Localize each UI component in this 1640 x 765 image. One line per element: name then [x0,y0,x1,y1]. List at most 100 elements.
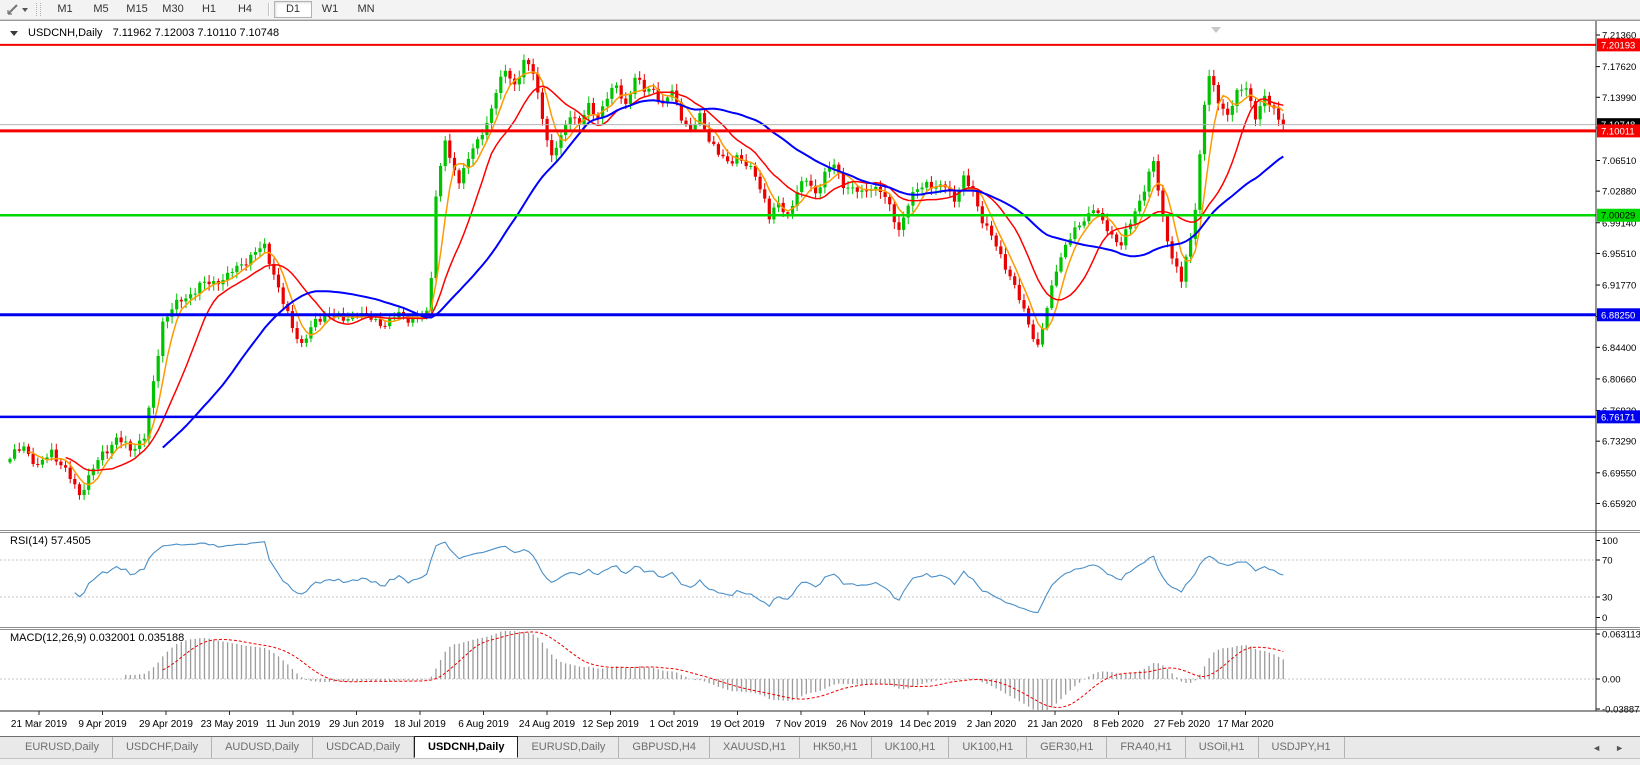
chart-tab-usoil-h1[interactable]: USOil,H1 [1186,737,1259,758]
chart-plot-background[interactable] [0,21,1640,737]
chart-tab-xauusd-h1[interactable]: XAUUSD,H1 [710,737,800,758]
svg-text:26 Nov 2019: 26 Nov 2019 [836,719,893,730]
chart-tab-audusd-daily[interactable]: AUDUSD,Daily [212,737,314,758]
fast-ma-line [28,71,1284,486]
svg-text:23 May 2019: 23 May 2019 [201,719,259,730]
svg-text:7.21360: 7.21360 [1602,31,1636,42]
toolbar-separator [268,3,269,16]
chart-tab-eurusd-daily[interactable]: EURUSD,Daily [12,737,113,758]
timeframe-button-m5[interactable]: M5 [93,3,109,15]
svg-text:6.84400: 6.84400 [1602,343,1636,354]
diagonal-tool-glyph [7,4,18,15]
time-axis-labels: 21 Mar 2019 9 Apr 2019 29 Apr 2019 23 May 2… [11,711,1274,730]
svg-text:18 Jul 2019: 18 Jul 2019 [394,719,446,730]
chart-ohlc-values: 7.11962 7.12003 7.10110 7.10748 [112,27,280,39]
timeframe-button-m30[interactable]: M30 [162,3,184,15]
svg-text:6.91770: 6.91770 [1602,281,1636,292]
tab-strip: EURUSD,Daily USDCHF,Daily AUDUSD,Daily USDC… [0,736,1640,759]
svg-text:30: 30 [1602,593,1613,604]
chart-menu-arrow-icon[interactable] [10,30,18,36]
timeframe-button-m1[interactable]: M1 [57,3,73,15]
slow-ma-line [162,99,1284,449]
chart-tab-eurusd-daily[interactable]: EURUSD,Daily [518,737,620,758]
toolbar-grip[interactable] [36,3,41,16]
svg-text:7.17620: 7.17620 [1602,62,1636,73]
tabs-scroll-left-icon[interactable]: ◄ [1592,742,1602,753]
svg-text:2 Jan 2020: 2 Jan 2020 [967,719,1017,730]
level-badge-7.00029: 7.00029 [1597,208,1640,222]
rsi-indicator-label: RSI(14) 57.4505 [10,535,91,547]
svg-text:0.00: 0.00 [1602,675,1621,686]
svg-text:11 Jun 2019: 11 Jun 2019 [266,719,321,730]
svg-text:6.99140: 6.99140 [1602,218,1636,229]
svg-text:8 Feb 2020: 8 Feb 2020 [1093,719,1144,730]
svg-text:70: 70 [1602,556,1613,567]
level-badge-7.20193: 7.20193 [1597,38,1640,52]
timeframes-toolbar: M1 M5 M15 M30 H1 H4 D1 W1 MN [0,0,1640,20]
rsi-line [74,541,1284,614]
svg-text:7 Nov 2019: 7 Nov 2019 [775,719,827,730]
chart-symbol-period: USDCNH,Daily [28,27,103,39]
svg-text:0.063113: 0.063113 [1602,630,1640,641]
svg-text:0: 0 [1602,613,1607,624]
tabs-container: EURUSD,Daily USDCHF,Daily AUDUSD,Daily USDC… [12,736,1345,758]
timeframe-button-d1[interactable]: D1 [274,1,312,18]
mid-ma-line [65,85,1284,472]
svg-text:19 Oct 2019: 19 Oct 2019 [710,719,765,730]
chart-title: USDCNH,Daily 7.11962 7.12003 7.10110 7.1… [10,27,279,39]
timeframe-button-mn[interactable]: MN [357,3,375,15]
chart-tab-uk100-h1[interactable]: UK100,H1 [949,737,1028,758]
timeframe-buttons: M1 M5 M15 M30 H1 H4 D1 W1 MN [47,1,384,18]
chart-tab-usdcnh-daily[interactable]: USDCNH,Daily [414,736,519,758]
svg-text:7.02880: 7.02880 [1602,187,1636,198]
tabs-scroll-right-icon[interactable]: ► [1615,742,1624,753]
scroll-to-end-marker-icon[interactable] [1211,27,1221,33]
macd-signal-line [162,631,1284,709]
svg-text:14 Dec 2019: 14 Dec 2019 [900,719,957,730]
timeframe-button-h1[interactable]: H1 [201,3,217,15]
splitter-main-rsi[interactable] [0,530,1640,533]
svg-text:6.95510: 6.95510 [1602,249,1636,260]
svg-text:7.00029: 7.00029 [1601,211,1635,222]
svg-text:1 Oct 2019: 1 Oct 2019 [650,719,699,730]
chart-tab-bar: EURUSD,Daily USDCHF,Daily AUDUSD,Daily USDC… [0,736,1640,765]
splitter-rsi-macd[interactable] [0,627,1640,630]
svg-text:6 Aug 2019: 6 Aug 2019 [458,719,509,730]
svg-text:21 Mar 2019: 21 Mar 2019 [11,719,68,730]
svg-text:6.80660: 6.80660 [1602,374,1636,385]
timeframe-button-m15[interactable]: M15 [126,3,148,15]
svg-text:29 Jun 2019: 29 Jun 2019 [329,719,384,730]
level-badge-7.10011: 7.10011 [1597,124,1640,138]
chart-tab-usdchf-daily[interactable]: USDCHF,Daily [113,737,213,758]
svg-text:29 Apr 2019: 29 Apr 2019 [139,719,193,730]
svg-text:6.69550: 6.69550 [1602,468,1636,479]
svg-text:7.20193: 7.20193 [1601,40,1635,51]
level-badge-6.76171: 6.76171 [1597,410,1640,424]
chart-tab-usdcad-daily[interactable]: USDCAD,Daily [313,737,415,758]
svg-text:6.76171: 6.76171 [1601,412,1635,423]
svg-text:7.13990: 7.13990 [1602,93,1636,104]
svg-text:27 Feb 2020: 27 Feb 2020 [1154,719,1211,730]
chart-canvas[interactable]: 7.213607.176207.139907.103607.065107.028… [0,21,1640,737]
chart-tab-uk100-h1[interactable]: UK100,H1 [872,737,950,758]
timeframe-button-h4[interactable]: H4 [237,3,253,15]
macd-indicator-label: MACD(12,26,9) 0.032001 0.035188 [10,632,185,644]
chart-tab-usdjpy-h1[interactable]: USDJPY,H1 [1259,737,1345,758]
svg-text:7.10011: 7.10011 [1601,126,1635,137]
rsi-pane: 100 70 30 0 [0,536,1618,624]
chart-tab-ger30-h1[interactable]: GER30,H1 [1027,737,1108,758]
chart-tab-hk50-h1[interactable]: HK50,H1 [800,737,872,758]
dropdown-arrow-icon [22,7,28,12]
svg-text:24 Aug 2019: 24 Aug 2019 [519,719,576,730]
svg-text:9 Apr 2019: 9 Apr 2019 [78,719,127,730]
svg-text:17 Mar 2020: 17 Mar 2020 [1217,719,1274,730]
svg-text:6.65920: 6.65920 [1602,499,1636,510]
chart-tools-icon[interactable] [0,1,34,18]
chart-tab-fra40-h1[interactable]: FRA40,H1 [1107,737,1186,758]
chart-tab-gbpusd-h4[interactable]: GBPUSD,H4 [619,737,710,758]
svg-text:7.06510: 7.06510 [1602,156,1636,167]
chart-window: 7.213607.176207.139907.103607.065107.028… [0,20,1640,737]
timeframe-button-w1[interactable]: W1 [321,3,339,15]
